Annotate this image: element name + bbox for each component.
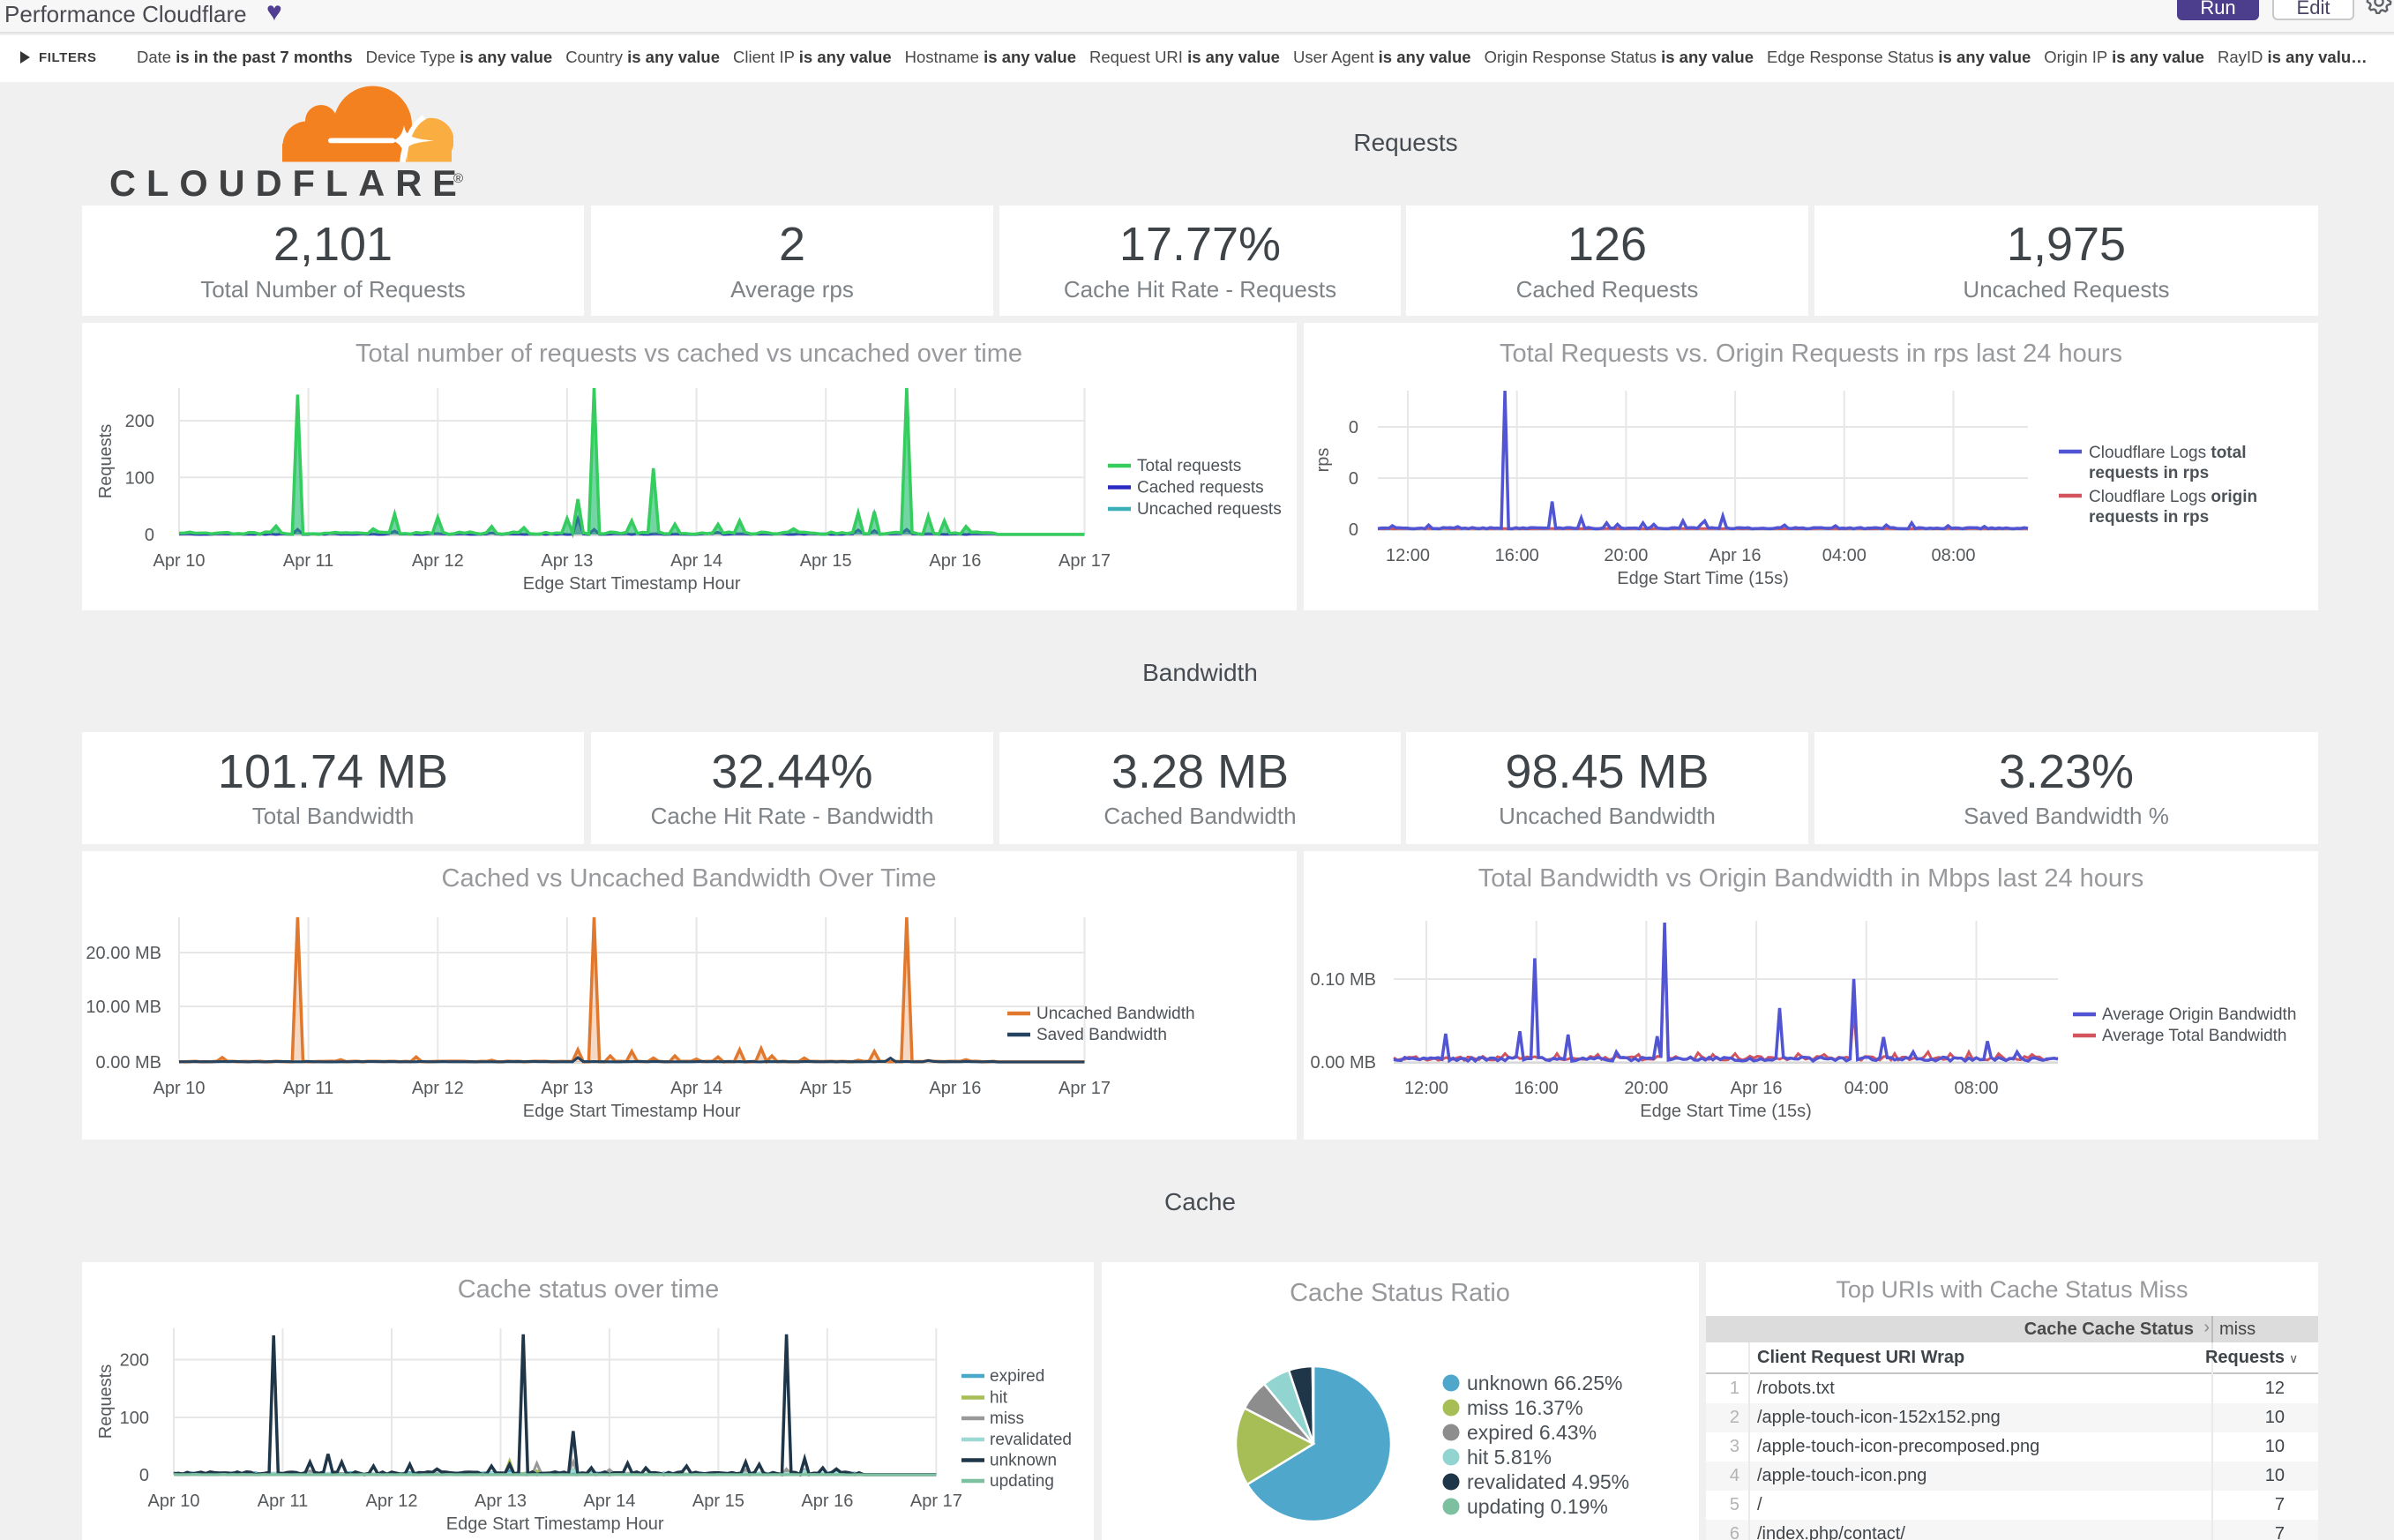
svg-text:Apr 13: Apr 13 xyxy=(541,551,593,571)
svg-text:Cloudflare Logs total: Cloudflare Logs total xyxy=(2089,444,2246,462)
svg-text:unknown: unknown xyxy=(990,1452,1057,1470)
svg-text:revalidated 4.95%: revalidated 4.95% xyxy=(1467,1470,1629,1493)
svg-text:Requests: Requests xyxy=(96,424,116,499)
svg-text:Cached requests: Cached requests xyxy=(1137,479,1264,497)
svg-text:Apr 16: Apr 16 xyxy=(1731,1079,1783,1098)
svg-text:Apr 17: Apr 17 xyxy=(1059,1079,1111,1098)
svg-text:Apr 10: Apr 10 xyxy=(148,1491,200,1511)
svg-text:Saved Bandwidth: Saved Bandwidth xyxy=(1036,1026,1167,1044)
svg-text:Apr 17: Apr 17 xyxy=(1059,551,1111,571)
svg-text:20:00: 20:00 xyxy=(1604,546,1648,565)
svg-text:Edge Start Time (15s): Edge Start Time (15s) xyxy=(1617,569,1789,588)
svg-text:Apr 12: Apr 12 xyxy=(412,1079,464,1098)
svg-text:0: 0 xyxy=(1349,520,1358,540)
svg-text:Apr 14: Apr 14 xyxy=(670,1079,722,1098)
svg-text:0: 0 xyxy=(1349,469,1358,489)
svg-text:Edge Start Timestamp Hour: Edge Start Timestamp Hour xyxy=(523,1102,741,1121)
svg-text:Cached vs Uncached Bandwidth O: Cached vs Uncached Bandwidth Over Time xyxy=(442,864,937,893)
svg-text:Total Bandwidth vs Origin Band: Total Bandwidth vs Origin Bandwidth in M… xyxy=(1478,864,2143,893)
svg-text:Apr 10: Apr 10 xyxy=(153,551,206,571)
svg-text:0: 0 xyxy=(145,526,154,545)
svg-text:requests in rps: requests in rps xyxy=(2089,508,2209,527)
svg-text:16:00: 16:00 xyxy=(1495,546,1539,565)
svg-text:expired 6.43%: expired 6.43% xyxy=(1467,1421,1597,1444)
svg-text:04:00: 04:00 xyxy=(1822,546,1867,565)
svg-text:Apr 16: Apr 16 xyxy=(801,1491,853,1511)
svg-text:16:00: 16:00 xyxy=(1515,1079,1559,1098)
svg-text:04:00: 04:00 xyxy=(1844,1079,1889,1098)
svg-text:20.00 MB: 20.00 MB xyxy=(86,944,161,963)
svg-text:unknown 66.25%: unknown 66.25% xyxy=(1467,1372,1622,1394)
svg-text:100: 100 xyxy=(125,468,154,488)
svg-text:miss: miss xyxy=(990,1409,1024,1428)
svg-text:Edge Start Time (15s): Edge Start Time (15s) xyxy=(1640,1102,1812,1121)
svg-text:0.00 MB: 0.00 MB xyxy=(96,1053,161,1073)
svg-text:Apr 13: Apr 13 xyxy=(541,1079,593,1098)
svg-text:100: 100 xyxy=(120,1409,149,1428)
svg-text:Apr 15: Apr 15 xyxy=(800,1079,852,1098)
svg-text:Apr 14: Apr 14 xyxy=(583,1491,635,1511)
svg-text:Cache status over time: Cache status over time xyxy=(458,1275,720,1304)
svg-text:0: 0 xyxy=(1349,418,1358,437)
svg-text:Average Total Bandwidth: Average Total Bandwidth xyxy=(2102,1027,2287,1045)
svg-text:10.00 MB: 10.00 MB xyxy=(86,998,161,1017)
svg-text:Apr 15: Apr 15 xyxy=(692,1491,744,1511)
svg-text:requests in rps: requests in rps xyxy=(2089,464,2209,482)
svg-text:revalidated: revalidated xyxy=(990,1431,1072,1449)
svg-text:Apr 16: Apr 16 xyxy=(1709,546,1762,565)
svg-text:miss 16.37%: miss 16.37% xyxy=(1467,1396,1583,1419)
svg-text:Uncached Bandwidth: Uncached Bandwidth xyxy=(1036,1005,1195,1023)
svg-text:updating 0.19%: updating 0.19% xyxy=(1467,1495,1608,1518)
svg-text:Apr 17: Apr 17 xyxy=(910,1491,962,1511)
svg-text:Apr 15: Apr 15 xyxy=(800,551,852,571)
svg-text:Apr 11: Apr 11 xyxy=(283,1079,333,1098)
svg-text:Apr 13: Apr 13 xyxy=(475,1491,527,1511)
svg-text:updating: updating xyxy=(990,1472,1054,1491)
svg-text:®: ® xyxy=(453,171,463,186)
svg-text:0.00 MB: 0.00 MB xyxy=(1311,1053,1376,1073)
svg-text:Requests: Requests xyxy=(96,1364,116,1439)
svg-text:hit: hit xyxy=(990,1389,1008,1408)
svg-text:Apr 14: Apr 14 xyxy=(670,551,722,571)
svg-text:Apr 12: Apr 12 xyxy=(366,1491,418,1511)
svg-text:08:00: 08:00 xyxy=(1954,1079,1998,1098)
svg-text:Cache Status Ratio: Cache Status Ratio xyxy=(1290,1279,1510,1307)
svg-text:hit 5.81%: hit 5.81% xyxy=(1467,1446,1552,1469)
svg-text:08:00: 08:00 xyxy=(1931,546,1975,565)
svg-text:Apr 10: Apr 10 xyxy=(153,1079,206,1098)
svg-text:Apr 12: Apr 12 xyxy=(412,551,464,571)
svg-text:Average Origin Bandwidth: Average Origin Bandwidth xyxy=(2102,1005,2296,1024)
svg-text:Edge Start Timestamp Hour: Edge Start Timestamp Hour xyxy=(446,1514,664,1534)
svg-text:Cloudflare Logs origin: Cloudflare Logs origin xyxy=(2089,488,2257,506)
svg-text:CLOUDFLARE: CLOUDFLARE xyxy=(109,162,468,204)
svg-text:12:00: 12:00 xyxy=(1404,1079,1448,1098)
svg-text:Apr 11: Apr 11 xyxy=(283,551,333,571)
svg-text:Apr 16: Apr 16 xyxy=(929,1079,981,1098)
svg-text:Apr 16: Apr 16 xyxy=(929,551,981,571)
svg-text:Total requests: Total requests xyxy=(1137,457,1241,475)
svg-text:0: 0 xyxy=(139,1466,149,1485)
svg-text:0.10 MB: 0.10 MB xyxy=(1311,970,1376,990)
svg-text:Total number of requests vs ca: Total number of requests vs cached vs un… xyxy=(355,340,1022,368)
svg-text:20:00: 20:00 xyxy=(1624,1079,1668,1098)
svg-text:expired: expired xyxy=(990,1367,1044,1386)
svg-text:Apr 11: Apr 11 xyxy=(258,1491,308,1511)
svg-text:200: 200 xyxy=(120,1351,149,1371)
svg-text:200: 200 xyxy=(125,412,154,431)
svg-text:rps: rps xyxy=(1313,448,1333,473)
svg-text:Uncached requests: Uncached requests xyxy=(1137,500,1282,519)
svg-text:12:00: 12:00 xyxy=(1386,546,1430,565)
svg-text:Total Requests vs. Origin Requ: Total Requests vs. Origin Requests in rp… xyxy=(1500,340,2122,368)
svg-text:Edge Start Timestamp Hour: Edge Start Timestamp Hour xyxy=(523,574,741,594)
